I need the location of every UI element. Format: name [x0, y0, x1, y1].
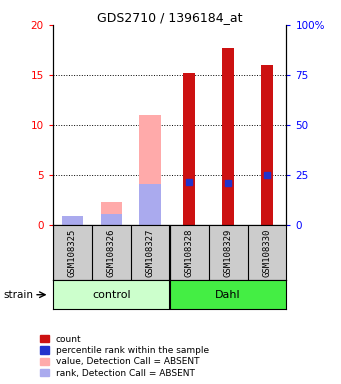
- Text: strain: strain: [3, 290, 33, 300]
- Text: control: control: [92, 290, 131, 300]
- Bar: [62, 216, 83, 225]
- Bar: [261, 65, 273, 225]
- Bar: [222, 48, 234, 225]
- Text: Dahl: Dahl: [215, 290, 241, 300]
- Text: GSM108329: GSM108329: [224, 228, 233, 276]
- Text: GSM108330: GSM108330: [263, 228, 271, 276]
- Bar: [62, 216, 83, 225]
- Bar: [101, 202, 122, 225]
- Legend: count, percentile rank within the sample, value, Detection Call = ABSENT, rank, : count, percentile rank within the sample…: [39, 333, 211, 379]
- Text: GSM108325: GSM108325: [68, 228, 77, 276]
- Text: GSM108326: GSM108326: [107, 228, 116, 276]
- Bar: [169, 280, 286, 309]
- Bar: [101, 214, 122, 225]
- Bar: [139, 184, 161, 225]
- Bar: [53, 280, 169, 309]
- Bar: [183, 73, 195, 225]
- Bar: [139, 115, 161, 225]
- Text: GSM108328: GSM108328: [184, 228, 194, 276]
- Title: GDS2710 / 1396184_at: GDS2710 / 1396184_at: [97, 11, 242, 24]
- Text: GSM108327: GSM108327: [146, 228, 155, 276]
